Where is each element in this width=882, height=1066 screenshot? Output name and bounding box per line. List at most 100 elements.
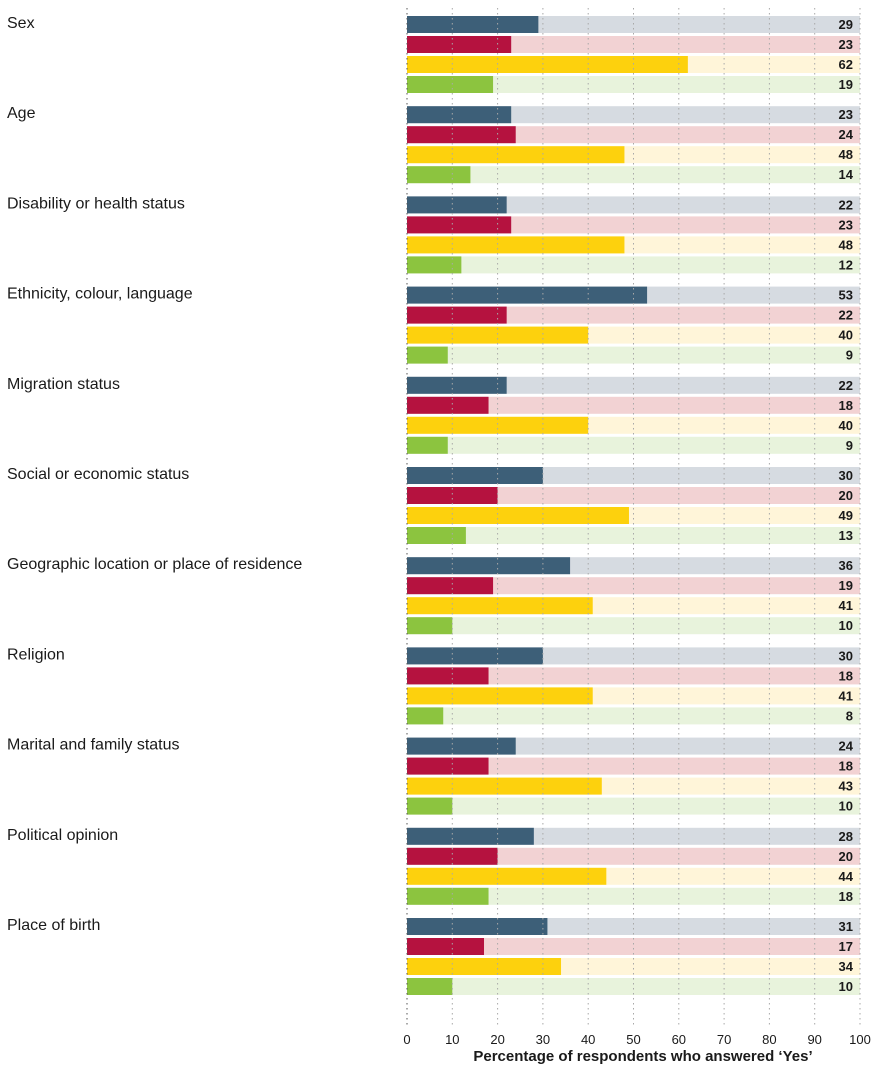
category-label: Marital and family status: [7, 737, 180, 754]
bar: [407, 166, 471, 184]
x-tick-label: 100: [849, 1032, 871, 1047]
bar-track: [407, 166, 860, 184]
bar: [407, 216, 512, 234]
data-label: 14: [839, 167, 854, 182]
category-label: Migration status: [7, 376, 120, 393]
data-label: 31: [839, 919, 853, 934]
data-label: 20: [839, 849, 853, 864]
data-label: 20: [839, 488, 853, 503]
data-label: 34: [839, 959, 854, 974]
data-label: 24: [839, 127, 854, 142]
bar-track: [407, 737, 860, 755]
x-axis-title: Percentage of respondents who answered ‘…: [473, 1048, 812, 1065]
data-label: 13: [839, 528, 853, 543]
x-tick-label: 10: [445, 1032, 459, 1047]
bar: [407, 376, 507, 394]
category-label: Social or economic status: [7, 466, 189, 483]
bar: [407, 978, 453, 995]
data-label: 8: [846, 708, 853, 723]
data-label: 24: [839, 739, 854, 754]
x-tick-label: 20: [490, 1032, 504, 1047]
bar: [407, 146, 625, 164]
bar-track: [407, 617, 860, 635]
x-axis-ticks: 0 10 20 30 40 50 60 70 80 90 100: [403, 8, 871, 1047]
bar: [407, 797, 453, 815]
bar: [407, 196, 507, 214]
bar: [407, 617, 453, 635]
bar-track: [407, 346, 860, 364]
x-tick-label: 70: [717, 1032, 731, 1047]
data-label: 43: [839, 779, 853, 794]
bar: [407, 16, 539, 33]
bar: [407, 647, 543, 665]
category-label: Sex: [7, 15, 35, 32]
data-label: 23: [839, 217, 853, 232]
data-label: 10: [839, 799, 853, 814]
x-tick-label: 60: [672, 1032, 686, 1047]
bar-track: [407, 887, 860, 905]
data-label: 49: [839, 508, 853, 523]
bar-track: [407, 978, 860, 995]
data-label: 22: [839, 197, 853, 212]
bar-track: [407, 396, 860, 414]
bar: [407, 827, 534, 845]
bar-track: [407, 667, 860, 685]
data-label: 41: [839, 598, 853, 613]
data-label: 40: [839, 328, 853, 343]
data-label: 30: [839, 468, 853, 483]
x-tick-label: 80: [762, 1032, 776, 1047]
data-label: 23: [839, 37, 853, 52]
bar-track: [407, 126, 860, 144]
data-label: 18: [839, 889, 853, 904]
bar: [407, 76, 494, 93]
bar: [407, 487, 498, 504]
bar: [407, 707, 444, 725]
x-tick-label: 50: [626, 1032, 640, 1047]
bar: [407, 286, 648, 304]
data-label: 18: [839, 398, 853, 413]
x-tick-label: 0: [403, 1032, 410, 1047]
bar: [407, 416, 589, 434]
data-label: 10: [839, 618, 853, 633]
bar: [407, 56, 688, 73]
data-label: 19: [839, 578, 853, 593]
category-label: Ethnicity, colour, language: [7, 286, 193, 303]
bar-track: [407, 306, 860, 324]
data-label: 48: [839, 237, 853, 252]
bar-track: [407, 436, 860, 454]
bar-track: [407, 847, 860, 865]
bar: [407, 507, 629, 524]
bars: 29 23 62 19 23 24 48 14 22 23 48 12 53 22 40 9 22 18 40 9 30…: [407, 16, 860, 995]
bar: [407, 737, 516, 755]
data-label: 22: [839, 308, 853, 323]
bar-track: [407, 577, 860, 595]
bar: [407, 887, 489, 905]
bar: [407, 597, 593, 615]
bar-track: [407, 196, 860, 214]
data-label: 12: [839, 257, 853, 272]
data-label: 53: [839, 288, 853, 303]
bar: [407, 867, 607, 885]
bar: [407, 847, 498, 865]
bar-track: [407, 527, 860, 544]
data-label: 9: [846, 348, 853, 363]
data-label: 62: [839, 57, 853, 72]
bar: [407, 687, 593, 705]
bar-track: [407, 216, 860, 234]
bar: [407, 918, 548, 935]
category-label: Geographic location or place of residenc…: [7, 556, 302, 573]
data-label: 29: [839, 17, 853, 32]
data-label: 40: [839, 418, 853, 433]
bar-track: [407, 797, 860, 815]
bar: [407, 396, 489, 414]
bar-track: [407, 757, 860, 775]
bar: [407, 667, 489, 685]
bar: [407, 36, 512, 53]
bar-track: [407, 938, 860, 955]
data-label: 10: [839, 979, 853, 994]
bar: [407, 346, 448, 364]
data-label: 36: [839, 558, 853, 573]
x-tick-label: 30: [536, 1032, 550, 1047]
category-label: Political opinion: [7, 827, 118, 844]
